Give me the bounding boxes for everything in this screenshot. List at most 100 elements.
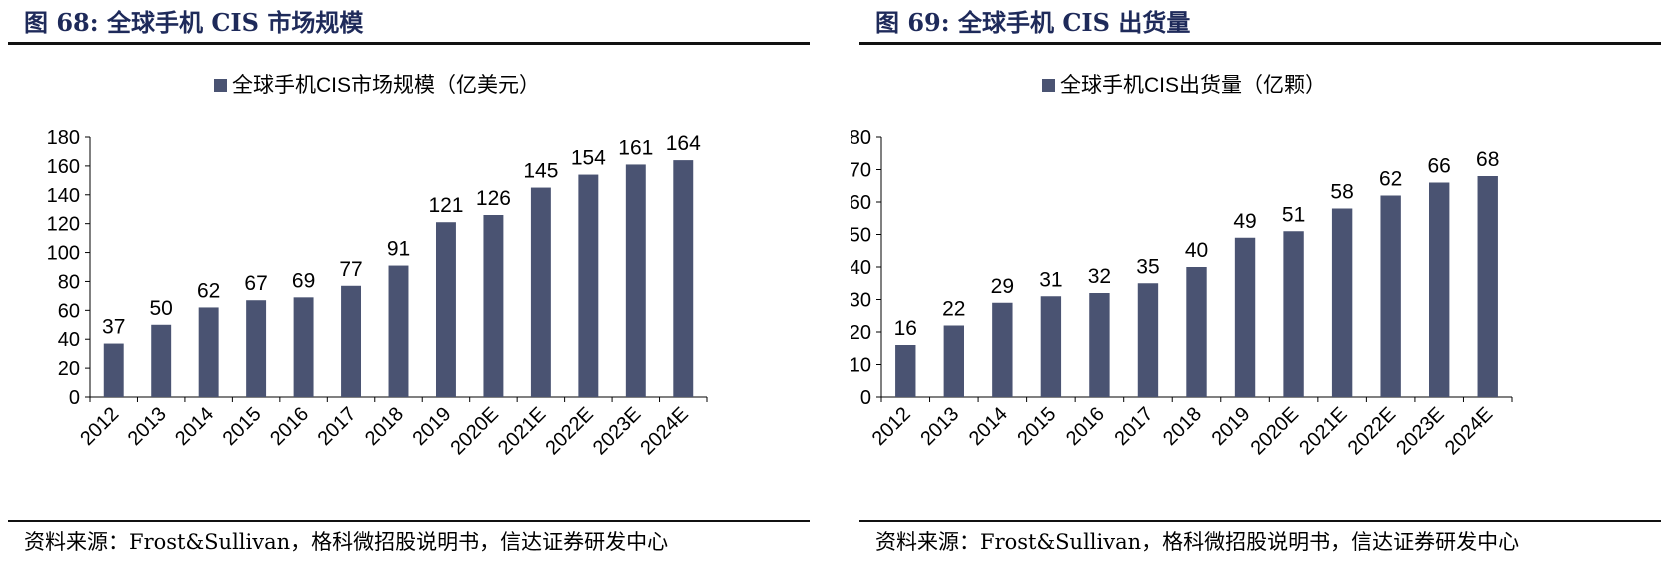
y-tick-label: 100: [47, 243, 80, 265]
bar-2017: [341, 285, 362, 397]
x-tick-label: 2020E: [1247, 403, 1303, 459]
x-tick-label: 2018: [1159, 403, 1206, 450]
y-tick-label: 80: [58, 271, 80, 293]
data-label: 22: [942, 298, 965, 321]
bar-2020E: [483, 215, 504, 397]
data-label: 69: [292, 269, 315, 292]
source-rule: [859, 520, 1661, 522]
y-tick-label: 180: [47, 127, 80, 149]
data-label: 91: [387, 238, 410, 261]
bar-2019: [435, 222, 456, 397]
market-size-chart: 全球手机CIS市场规模（亿美元） 0 20 40 60 80 100 120 140 160 180…: [47, 74, 708, 459]
bar-2014: [198, 307, 219, 397]
source-note: 资料来源：Frost&Sullivan，格科微招股说明书，信达证券研发中心: [875, 530, 1520, 554]
x-tick-label: 2015: [1013, 403, 1060, 450]
x-tick-label: 2021E: [494, 403, 550, 459]
bar-2019: [1234, 237, 1256, 397]
x-tick-label: 2023E: [1392, 403, 1448, 459]
x-tick-label: 2013: [124, 403, 171, 450]
bar-2018: [388, 265, 409, 397]
figure-title: 图 69: 全球手机 CIS 出货量: [875, 8, 1191, 37]
x-tick-label: 2023E: [589, 403, 645, 459]
y-tick-label: 140: [47, 185, 80, 207]
legend-swatch: [214, 79, 227, 92]
bar-2024E: [1477, 176, 1498, 397]
legend: 全球手机CIS市场规模（亿美元）: [214, 74, 540, 97]
data-label: 121: [428, 194, 463, 217]
legend-swatch: [1042, 79, 1055, 92]
x-tick-label: 2022E: [1344, 403, 1400, 459]
x-tick-label: 2024E: [636, 403, 692, 459]
x-tick-label: 2012: [868, 403, 915, 450]
y-tick-label: 20: [58, 358, 80, 380]
y-tick-label: 60: [851, 192, 871, 214]
figure-68-panel: 图 68: 全球手机 CIS 市场规模 全球手机CIS市场规模（亿美元） 0 20 4…: [0, 0, 810, 570]
bar-2015: [246, 300, 267, 397]
bar-2015: [1040, 296, 1062, 397]
y-tick-label: 10: [851, 355, 871, 377]
x-tick-label: 2020E: [447, 403, 503, 459]
y-tick-label: 120: [47, 214, 80, 236]
data-label: 77: [339, 258, 362, 281]
bar-2013: [151, 324, 172, 397]
bar-2012: [895, 345, 916, 397]
source-rule: [8, 520, 810, 522]
title-rule: [859, 42, 1661, 45]
data-label: 161: [618, 136, 653, 159]
legend-label: 全球手机CIS市场规模（亿美元）: [232, 74, 540, 97]
y-tick-label: 40: [851, 257, 871, 279]
data-label: 31: [1039, 268, 1062, 291]
y-tick-label: 20: [851, 322, 871, 344]
bar-2022E: [1380, 195, 1401, 397]
bar-2023E: [1428, 182, 1450, 397]
shipment-chart: 全球手机CIS出货量（亿颗） 0 10 20 30 40 50 60 70 80 16 2012 22 2…: [851, 74, 1513, 459]
data-label: 62: [1379, 168, 1402, 191]
x-tick-label: 2017: [1110, 403, 1157, 450]
y-tick-label: 40: [58, 329, 80, 351]
data-label: 67: [244, 272, 267, 295]
data-label: 126: [476, 187, 511, 210]
x-tick-label: 2022E: [541, 403, 597, 459]
bar-2020E: [1283, 231, 1304, 397]
y-tick-label: 50: [851, 225, 871, 247]
bar-2013: [943, 325, 965, 397]
x-tick-label: 2021E: [1295, 403, 1351, 459]
data-label: 37: [102, 316, 125, 339]
data-label: 51: [1282, 203, 1305, 226]
data-label: 154: [571, 147, 606, 170]
legend: 全球手机CIS出货量（亿颗）: [1042, 74, 1326, 97]
data-label: 66: [1428, 155, 1451, 178]
legend-label: 全球手机CIS出货量（亿颗）: [1060, 74, 1326, 97]
x-tick-label: 2016: [266, 403, 313, 450]
x-tick-label: 2024E: [1441, 403, 1497, 459]
x-tick-label: 2014: [965, 403, 1012, 450]
x-tick-label: 2016: [1062, 403, 1109, 450]
data-label: 145: [523, 160, 558, 183]
y-tick-label: 60: [58, 300, 80, 322]
data-label: 29: [991, 275, 1014, 298]
data-label: 32: [1088, 265, 1111, 288]
bar-2024E: [673, 160, 694, 397]
y-tick-label: 160: [47, 156, 80, 178]
y-tick-label: 30: [851, 290, 871, 312]
data-label: 68: [1476, 148, 1499, 171]
bar-2016: [293, 297, 314, 397]
source-note: 资料来源：Frost&Sullivan，格科微招股说明书，信达证券研发中心: [24, 530, 669, 554]
x-tick-label: 2012: [76, 403, 123, 450]
bar-2021E: [1331, 208, 1353, 397]
title-rule: [8, 42, 810, 45]
bar-2021E: [530, 187, 551, 397]
y-tick-label: 0: [69, 387, 80, 409]
data-label: 164: [666, 132, 701, 155]
bar-2023E: [625, 164, 646, 397]
x-tick-label: 2018: [361, 403, 408, 450]
x-tick-label: 2015: [219, 403, 266, 450]
data-label: 50: [150, 297, 173, 320]
data-label: 16: [894, 317, 917, 340]
data-label: 40: [1185, 239, 1208, 262]
bar-2016: [1089, 293, 1110, 397]
x-tick-label: 2014: [171, 403, 218, 450]
bar-2014: [992, 302, 1013, 397]
data-label: 35: [1136, 255, 1159, 278]
figure-title: 图 68: 全球手机 CIS 市场规模: [24, 8, 364, 37]
